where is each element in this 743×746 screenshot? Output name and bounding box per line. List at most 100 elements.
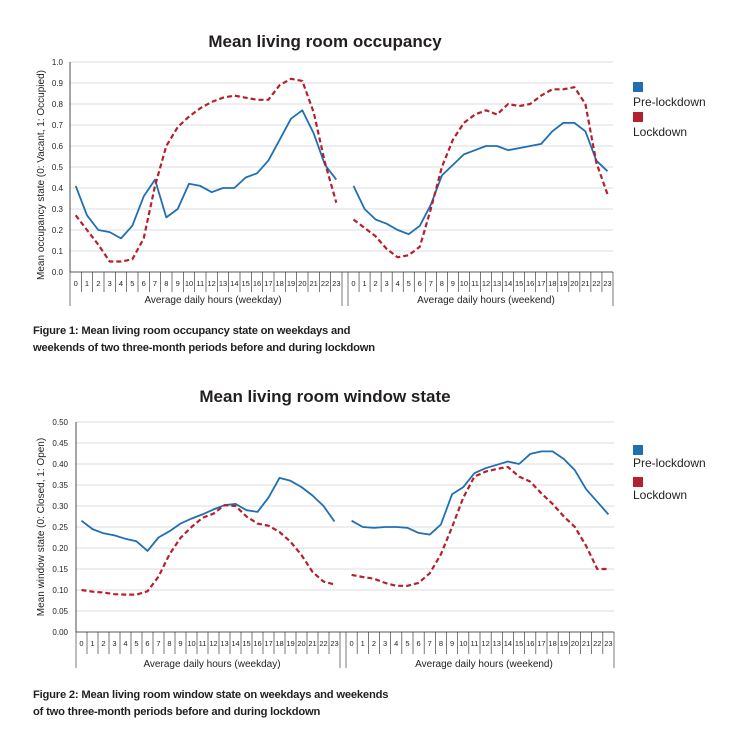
y-tick-label: 1.0 [52,58,64,67]
x-tick-label: 3 [108,279,112,288]
x-tick-label: 7 [153,279,157,288]
gridlines [70,61,613,273]
lockdown-line [81,504,335,596]
x-tick-label: 10 [187,639,195,648]
figure-2-caption-line-1: Figure 2: Mean living room window state … [33,689,389,701]
legend-swatch-lockdown [633,477,643,487]
x-tick-label: 0 [349,639,353,648]
y-tick-label: 0.0 [52,268,64,277]
x-tick-label: 7 [428,639,432,648]
x-tick-label: 8 [439,639,443,648]
x-tick-label: 11 [471,639,479,648]
legend-label-lockdown: Lockdown [633,125,687,139]
y-tick-label: 0.30 [52,502,68,511]
window-legend: Pre-lockdown Lockdown [633,445,706,502]
x-tick-label: 13 [220,639,228,648]
x-tick-label: 9 [176,279,180,288]
x-tick-label: 3 [385,279,389,288]
x-tick-label: 17 [264,279,272,288]
occupancy-chart: Mean living room occupancy Mean occupanc… [36,32,706,306]
x-tick-label: 14 [231,639,239,648]
pre-lockdown-line [80,476,336,552]
x-tick-label: 22 [592,279,600,288]
x-tick-label: 17 [264,639,272,648]
gridlines [76,421,614,633]
x-tick-label: 16 [253,279,261,288]
axes [75,422,615,668]
y-tick-label: 0.25 [52,523,68,532]
occupancy-legend: Pre-lockdown Lockdown [633,82,706,139]
x-tick-label: 9 [451,279,455,288]
occupancy-x-axis-label-weekend: Average daily hours (weekend) [417,295,555,306]
x-tick-label: 0 [351,279,355,288]
x-tick-label: 16 [526,639,534,648]
x-tick-label: 10 [185,279,193,288]
x-tick-label: 15 [515,279,523,288]
x-tick-label: 23 [603,279,611,288]
x-tick-label: 20 [571,639,579,648]
x-tick-label: 12 [209,639,217,648]
x-tick-label: 1 [362,279,366,288]
x-tick-label: 4 [396,279,400,288]
x-tick-label: 13 [219,279,227,288]
x-tick-label: 13 [493,639,501,648]
x-tick-label: 22 [593,639,601,648]
x-tick-label: 9 [450,639,454,648]
x-tick-label: 3 [112,639,116,648]
x-tick-label: 17 [537,639,545,648]
x-tick-label: 23 [332,279,340,288]
series-lines [80,450,610,596]
y-tick-label: 0.3 [52,205,64,214]
window-x-axis-label-weekday: Average daily hours (weekday) [143,659,280,670]
x-tick-label: 4 [394,639,398,648]
x-tick-label: 14 [504,279,512,288]
x-tick-label: 4 [119,279,123,288]
legend-label-pre-lockdown: Pre-lockdown [633,456,706,470]
x-tick-label: 23 [604,639,612,648]
lockdown-line [351,465,609,587]
legend-label-pre-lockdown: Pre-lockdown [633,95,706,109]
x-tick-label: 18 [548,639,556,648]
y-tick-label: 0.20 [52,544,68,553]
x-tick-label: 6 [416,639,420,648]
x-tick-label: 15 [242,639,250,648]
x-tick-label: 5 [405,639,409,648]
x-tick-label: 2 [101,639,105,648]
x-tick-label: 19 [559,279,567,288]
x-tick-label: 20 [570,279,578,288]
tick-labels: 0.00 0.05 0.10 0.15 0.20 0.25 0.30 0.35 0.40 0.45… [52,418,612,648]
occupancy-y-axis-label: Mean occupancy state (0: Vacant, 1: Occu… [36,70,47,280]
y-tick-label: 0.05 [52,607,68,616]
x-tick-label: 7 [156,639,160,648]
y-tick-label: 0.7 [52,121,64,130]
y-tick-label: 0.45 [52,439,68,448]
figure-1-caption-line-1: Figure 1: Mean living room occupancy sta… [33,325,351,337]
pre-lockdown-line [352,122,609,236]
x-tick-label: 22 [321,279,329,288]
axes [69,62,614,306]
figure-1-caption-line-2: weekends of two three-month periods befo… [33,342,375,354]
occupancy-chart-title: Mean living room occupancy [208,32,442,51]
x-tick-label: 3 [383,639,387,648]
x-tick-label: 20 [297,639,305,648]
legend-label-lockdown: Lockdown [633,488,687,502]
x-tick-label: 20 [298,279,306,288]
x-tick-label: 8 [440,279,444,288]
x-tick-label: 11 [196,279,204,288]
y-tick-label: 0.50 [52,418,68,427]
x-tick-label: 10 [460,279,468,288]
window-chart-title: Mean living room window state [199,387,450,406]
pre-lockdown-line [74,109,338,240]
x-tick-label: 6 [145,639,149,648]
x-tick-label: 5 [407,279,411,288]
y-tick-label: 0.40 [52,460,68,469]
x-tick-label: 6 [142,279,146,288]
x-tick-label: 12 [482,279,490,288]
x-tick-label: 14 [230,279,238,288]
figure-1-caption: Figure 1: Mean living room occupancy sta… [33,323,453,357]
y-tick-label: 0.4 [52,184,64,193]
x-tick-label: 14 [504,639,512,648]
x-tick-label: 21 [309,279,317,288]
occupancy-x-axis-label-weekday: Average daily hours (weekday) [144,295,281,306]
